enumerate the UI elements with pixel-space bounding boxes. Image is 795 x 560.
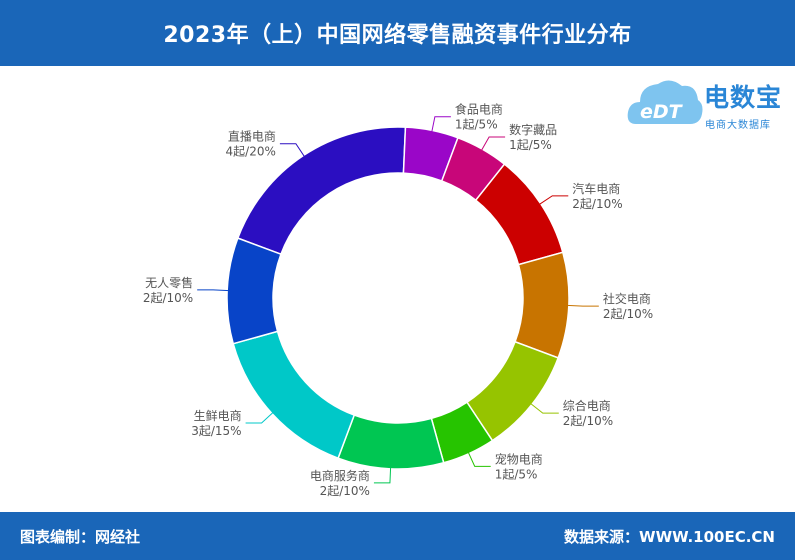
leader-line-5 <box>529 402 559 414</box>
slice-value-1: 1起/5% <box>455 118 498 132</box>
slice-8 <box>232 330 356 460</box>
slice-4 <box>514 251 570 359</box>
slice-value-4: 2起/10% <box>603 307 653 321</box>
header-bar: 2023年（上）中国网络零售融资事件行业分布 <box>0 0 795 66</box>
slice-value-7: 2起/10% <box>320 484 370 498</box>
leader-line-0 <box>279 143 306 158</box>
logo: eDT 电数宝 电商大数据库 <box>626 72 791 134</box>
logo-mark: eDT <box>640 101 684 123</box>
slice-value-9: 2起/10% <box>143 291 193 305</box>
leader-line-4 <box>566 304 599 307</box>
footer-source: 数据来源：WWW.100EC.CN <box>564 528 775 546</box>
slice-label-8: 生鲜电商 <box>194 408 242 423</box>
leader-line-3 <box>538 195 569 206</box>
slice-label-2: 数字藏品 <box>509 122 557 137</box>
leader-line-1 <box>431 116 451 133</box>
footer-credit: 图表编制：网经社 <box>20 528 141 546</box>
logo-subtitle: 电商大数据库 <box>705 120 771 131</box>
slice-value-2: 1起/5% <box>509 138 552 152</box>
slice-value-8: 3起/15% <box>191 424 241 438</box>
slice-label-3: 汽车电商 <box>572 181 620 196</box>
leader-line-9 <box>197 289 230 292</box>
slice-value-3: 2起/10% <box>572 197 622 211</box>
slice-label-4: 社交电商 <box>603 291 651 306</box>
footer-bar: 图表编制：网经社 数据来源：WWW.100EC.CN <box>0 512 795 560</box>
leader-line-7 <box>373 466 392 484</box>
page-title: 2023年（上）中国网络零售融资事件行业分布 <box>163 23 632 48</box>
slice-7 <box>337 414 445 470</box>
slice-label-0: 直播电商 <box>228 129 276 144</box>
slice-label-6: 宠物电商 <box>495 451 543 466</box>
slice-label-9: 无人零售 <box>145 275 193 290</box>
logo-brand: 电数宝 <box>704 83 783 112</box>
cloud-logo-icon: eDT <box>627 80 703 124</box>
slice-value-5: 2起/10% <box>563 414 613 428</box>
slice-value-0: 4起/20% <box>226 145 276 159</box>
slice-value-6: 1起/5% <box>495 467 538 481</box>
leader-line-6 <box>467 451 491 467</box>
leader-line-2 <box>480 136 506 152</box>
slice-label-1: 食品电商 <box>455 102 503 117</box>
slice-label-5: 综合电商 <box>563 398 611 413</box>
slice-9 <box>226 237 282 345</box>
slice-label-7: 电商服务商 <box>310 468 370 483</box>
leader-line-8 <box>245 411 274 424</box>
